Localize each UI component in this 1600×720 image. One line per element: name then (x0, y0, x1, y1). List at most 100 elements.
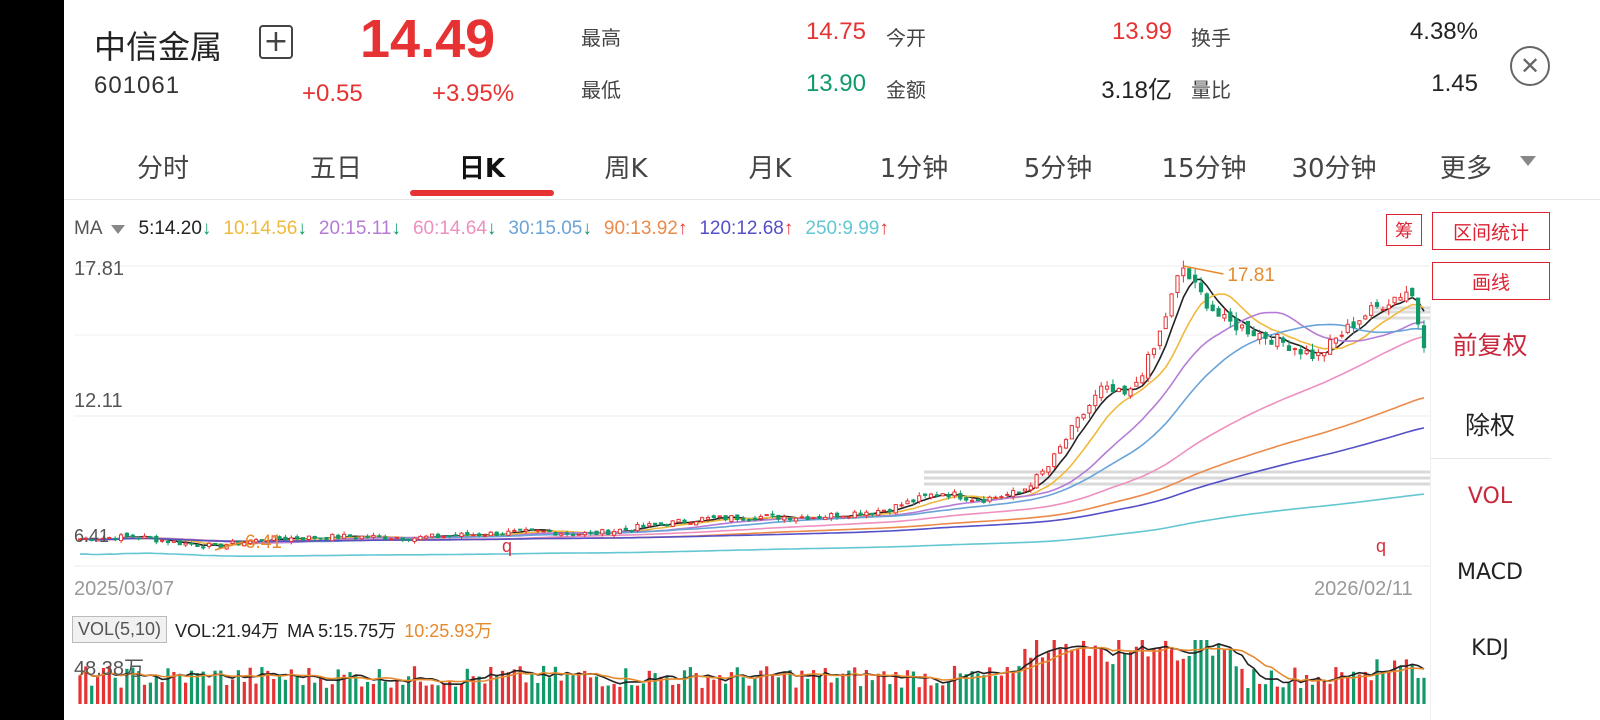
candle-body (829, 513, 834, 519)
candle-body (741, 518, 746, 521)
add-watchlist-button[interactable]: + (259, 25, 293, 59)
volume-bar (1293, 667, 1297, 704)
candlestick-chart[interactable]: 17.81 6.41 6.41 q q (64, 0, 1430, 720)
candle-body (1081, 413, 1086, 419)
candle-body (259, 539, 265, 542)
draw-line-button[interactable]: 画线 (1432, 262, 1550, 300)
candle-body (1263, 332, 1268, 339)
volume-bar (483, 683, 487, 704)
candle-body (1310, 349, 1315, 359)
candle-body (1157, 330, 1163, 347)
volume-bar (1228, 648, 1232, 704)
candle-body (1122, 385, 1127, 395)
volume-bar (806, 678, 810, 704)
kdj-indicator-option[interactable]: KDJ (1471, 636, 1509, 661)
close-button[interactable]: ✕ (1510, 46, 1550, 86)
y-axis-mid-label: 12.11 (74, 390, 123, 412)
volume-bar (706, 677, 710, 704)
plus-square-icon: + (263, 24, 289, 59)
volume-bar (1023, 648, 1027, 704)
volume-bar (319, 677, 323, 704)
volume-bar (225, 685, 229, 704)
ma-dropdown-icon[interactable] (110, 224, 125, 234)
candle-body (653, 522, 658, 526)
volume-bar (1040, 657, 1045, 704)
volume-bar (606, 685, 610, 704)
tab-5min[interactable]: 5分钟 (1023, 154, 1093, 184)
candle-body (400, 537, 405, 541)
volume-bar (747, 685, 751, 704)
candle-body (1374, 302, 1380, 307)
tab-monthly-k[interactable]: 月K (748, 154, 792, 184)
volume-ma-line (79, 643, 1425, 686)
volume-bar (119, 687, 123, 704)
volume-bar (348, 672, 352, 704)
volume-bar (477, 676, 481, 704)
volume-bar (231, 679, 235, 704)
vol-indicator-option[interactable]: VOL (1467, 484, 1513, 509)
volume-bar (442, 683, 446, 704)
chevron-down-icon[interactable] (1520, 156, 1536, 166)
candle-body (1328, 339, 1333, 355)
tab-more[interactable]: 更多 (1439, 154, 1493, 184)
tab-1min[interactable]: 1分钟 (879, 154, 949, 184)
candle-body (300, 537, 306, 541)
tab-daily-k[interactable]: 日K (458, 154, 506, 184)
ex-rights-option[interactable]: 除权 (1464, 411, 1515, 440)
candle-body (541, 530, 546, 533)
candle-body (383, 536, 388, 540)
volume-bar (1305, 675, 1309, 704)
candle-body (664, 524, 669, 527)
candle-body (242, 542, 247, 547)
forward-adjust-option[interactable]: 前复权 (1452, 331, 1528, 360)
candle-body (887, 509, 892, 513)
volume-bar (1111, 664, 1115, 704)
candle-body (1363, 315, 1368, 320)
volume-bar (624, 668, 628, 704)
candle-body (312, 536, 317, 539)
volume-bar (923, 673, 927, 704)
indicator-side-panel: 前复权 除权 VOL MACD KDJ (1430, 302, 1600, 720)
candle-body (676, 518, 681, 523)
candle-body (852, 511, 857, 519)
candle-body (406, 538, 411, 541)
candle-body (1316, 352, 1321, 356)
volume-bar (495, 674, 499, 704)
tab-30min[interactable]: 30分钟 (1291, 154, 1377, 184)
date-start-label: 2025/03/07 (74, 578, 175, 600)
candle-body (365, 536, 370, 539)
candle-body (864, 511, 869, 516)
macd-indicator-option[interactable]: MACD (1457, 560, 1523, 585)
range-stats-button[interactable]: 区间统计 (1432, 212, 1550, 250)
volume-bar (1211, 655, 1215, 704)
ma-line-30 (79, 323, 1425, 543)
volume-bar (677, 683, 681, 704)
volume-ratio-value: 1.45 (1431, 70, 1478, 97)
candle-body (905, 500, 910, 505)
tab-15min[interactable]: 15分钟 (1161, 154, 1247, 184)
volume-indicator-tag[interactable]: VOL(5,10) (72, 616, 168, 643)
candle-body (77, 538, 83, 541)
stock-code: 601061 (94, 72, 181, 99)
low-value: 13.90 (805, 70, 866, 97)
chip-distribution-button[interactable]: 筹 (1386, 214, 1422, 246)
volume-max-label: 48.38万 (74, 658, 145, 680)
candle-body (207, 542, 212, 547)
tab-five-day[interactable]: 五日 (309, 154, 363, 184)
turnover-value: 4.38% (1409, 18, 1478, 45)
volume-bar (876, 673, 880, 704)
ma-label[interactable]: MA (74, 218, 103, 239)
candle-body (917, 495, 922, 502)
tab-weekly-k[interactable]: 周K (604, 154, 648, 184)
volume-bar (1017, 666, 1021, 704)
volume-bar (1363, 671, 1367, 704)
tab-intraday[interactable]: 分时 (136, 154, 190, 184)
volume-bar (1346, 678, 1350, 704)
volume-bar (688, 667, 692, 704)
volume-bar (718, 675, 722, 704)
volume-bar (759, 670, 763, 704)
volume-bar (389, 687, 393, 704)
volume-bar (888, 684, 892, 704)
candle-body (893, 504, 898, 514)
candle-body (136, 537, 141, 540)
